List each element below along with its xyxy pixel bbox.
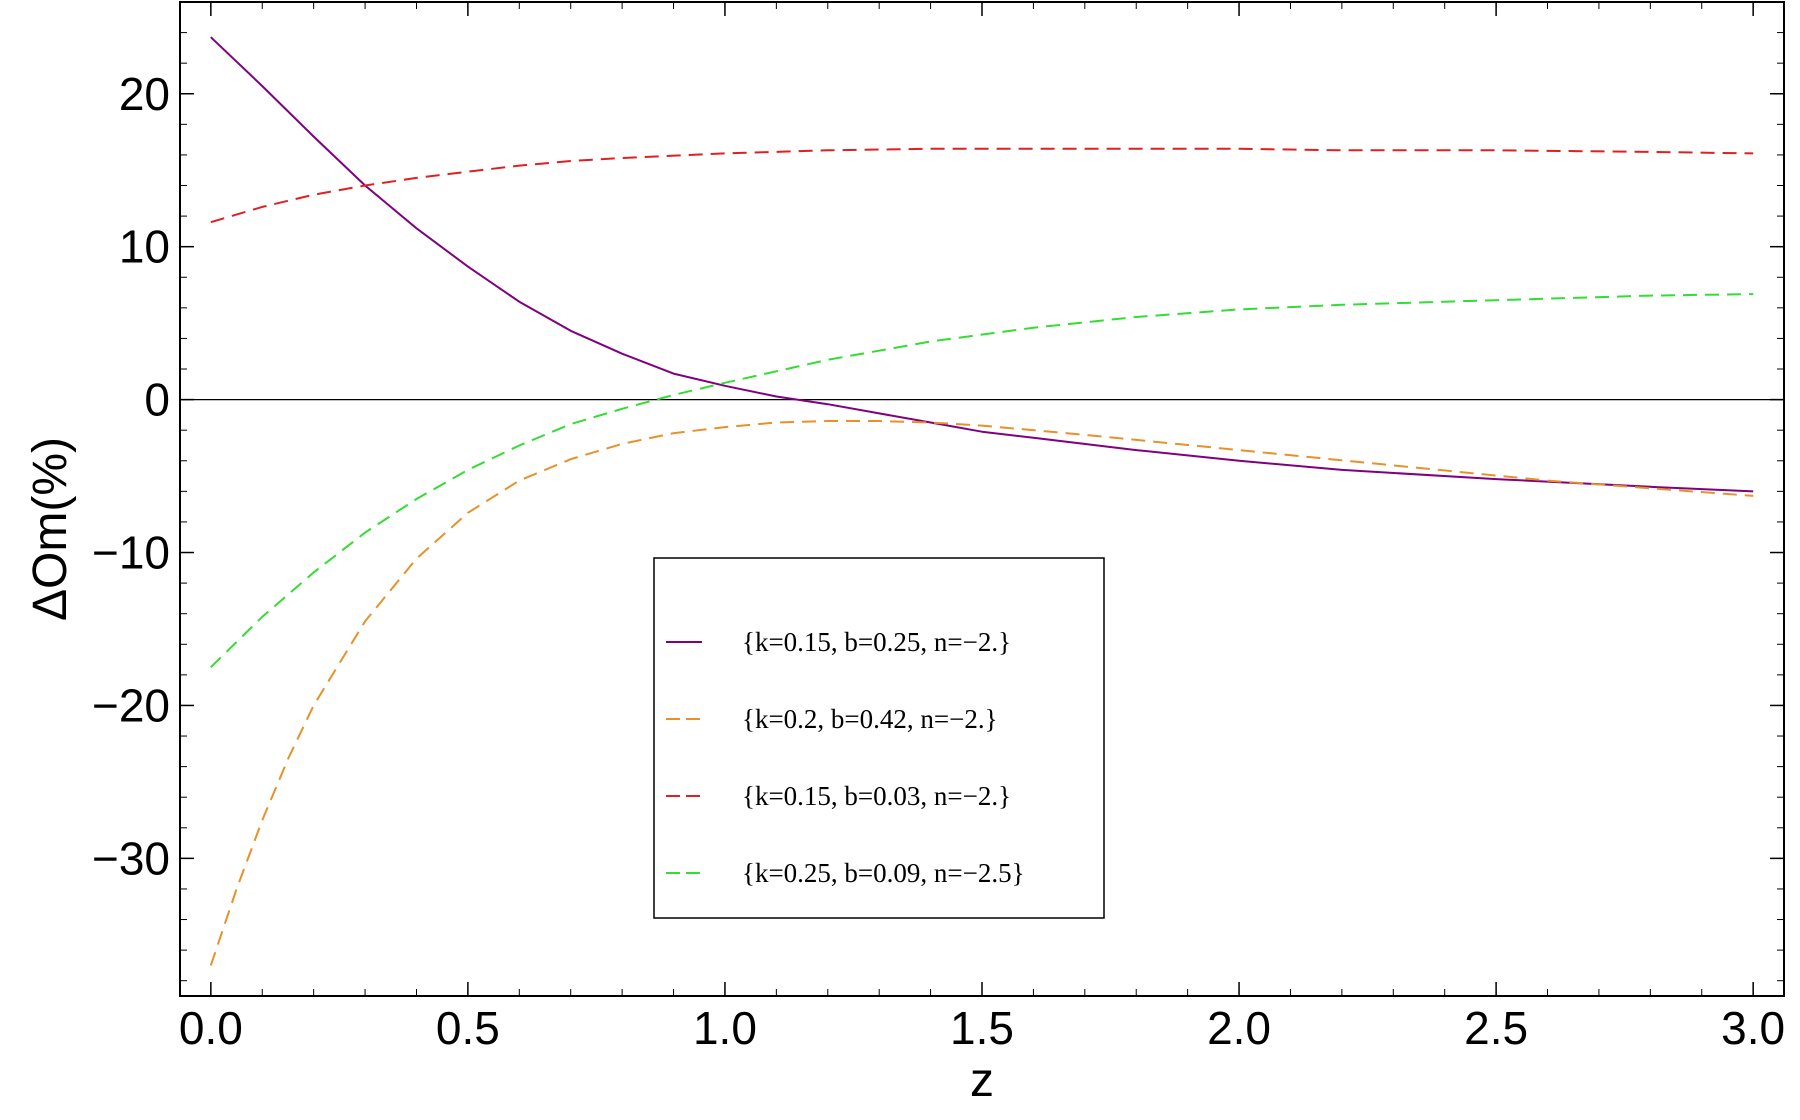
y-tick-label: −30 xyxy=(92,832,170,884)
y-tick-label: 10 xyxy=(119,221,170,273)
x-tick-label: 2.5 xyxy=(1464,1002,1528,1054)
x-axis-ticks: 0.0 0.5 1.0 1.5 2.0 2.5 3.0 xyxy=(179,2,1785,1054)
legend-entry-1: {k=0.15, b=0.25, n=−2.} xyxy=(742,627,1011,657)
legend: {k=0.15, b=0.25, n=−2.} {k=0.2, b=0.42, n… xyxy=(653,557,1105,919)
y-axis-ticks: 20 10 0 −10 −20 −30 xyxy=(92,32,1784,982)
series-line-2 xyxy=(209,420,1754,966)
x-tick-label: 0.0 xyxy=(179,1002,243,1054)
legend-entry-3: {k=0.15, b=0.03, n=−2.} xyxy=(742,781,1011,811)
series-line-3 xyxy=(210,147,1754,224)
y-tick-label: −10 xyxy=(92,527,170,579)
legend-entry-4: {k=0.25, b=0.09, n=−2.5} xyxy=(742,858,1025,888)
series-line-1 xyxy=(210,36,1754,493)
y-tick-label: 0 xyxy=(144,374,170,426)
x-tick-label: 2.0 xyxy=(1207,1002,1271,1054)
x-tick-label: 1.5 xyxy=(950,1002,1014,1054)
legend-box xyxy=(653,557,1105,919)
x-tick-label: 1.0 xyxy=(693,1002,757,1054)
x-tick-label: 0.5 xyxy=(436,1002,500,1054)
y-axis-label: ΔOm(%) xyxy=(24,437,77,621)
x-tick-label: 3.0 xyxy=(1721,1002,1785,1054)
x-axis-label: z xyxy=(970,1054,994,1107)
legend-entry-2: {k=0.2, b=0.42, n=−2.} xyxy=(742,704,998,734)
y-tick-label: −20 xyxy=(92,679,170,731)
series-lines xyxy=(209,36,1754,966)
y-tick-label: 20 xyxy=(119,68,170,120)
